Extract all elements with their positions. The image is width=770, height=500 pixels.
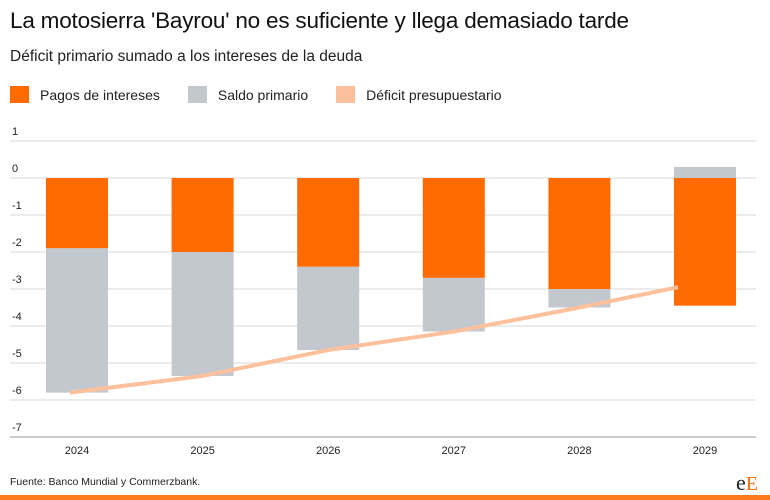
- bar-saldo: [46, 248, 108, 393]
- bar-intereses: [674, 178, 736, 306]
- y-tick-label: -4: [12, 311, 22, 323]
- bar-saldo: [674, 166, 736, 178]
- chart-title: La motosierra 'Bayrou' no es suficiente …: [10, 8, 629, 33]
- brand-logo: eE: [736, 470, 758, 495]
- legend-swatch-saldo: [187, 86, 207, 103]
- y-tick-label: -7: [12, 422, 22, 434]
- bar-intereses: [171, 178, 234, 252]
- y-tick-label: -5: [12, 348, 22, 360]
- x-tick-label: 2029: [693, 445, 717, 457]
- x-tick-label: 2025: [190, 445, 214, 457]
- bottom-accent-bar: [0, 495, 770, 500]
- y-tick-label: -2: [12, 237, 22, 249]
- bar-intereses: [548, 178, 611, 289]
- legend-item-saldo: Saldo primario: [187, 86, 309, 103]
- line-deficit: [69, 285, 679, 395]
- x-tick-label: 2027: [442, 445, 466, 457]
- legend: Pagos de intereses Saldo primario Défici…: [10, 86, 530, 103]
- legend-label-deficit: Déficit presupuestario: [366, 86, 502, 103]
- legend-item-intereses: Pagos de intereses: [10, 86, 160, 103]
- y-tick-label: 0: [12, 163, 18, 175]
- y-tick-label: -3: [12, 274, 22, 286]
- chart-subtitle: Déficit primario sumado a los intereses …: [10, 48, 363, 65]
- y-tick-label: -1: [12, 200, 22, 212]
- source-note: Fuente: Banco Mundial y Commerzbank.: [10, 476, 201, 488]
- legend-swatch-deficit: [336, 86, 356, 103]
- x-tick-label: 2028: [567, 445, 591, 457]
- legend-label-intereses: Pagos de intereses: [40, 86, 160, 103]
- x-tick-label: 2024: [65, 445, 89, 457]
- bar-saldo: [422, 277, 485, 332]
- bar-saldo: [297, 266, 360, 351]
- legend-label-saldo: Saldo primario: [217, 86, 309, 103]
- x-tick-label: 2026: [316, 445, 340, 457]
- bar-intereses: [422, 178, 485, 278]
- y-tick-label: -6: [12, 385, 22, 397]
- legend-item-deficit: Déficit presupuestario: [336, 86, 502, 103]
- y-tick-label: 1: [12, 126, 18, 138]
- chart-plot: 1 0 -1 -2 -3 -4 -5 -6 -7 2024 2025 2026 2027 2028 2029: [10, 126, 756, 457]
- bar-intereses: [297, 178, 360, 267]
- bar-saldo: [171, 252, 234, 376]
- bar-intereses: [46, 178, 108, 249]
- legend-swatch-intereses: [10, 86, 29, 103]
